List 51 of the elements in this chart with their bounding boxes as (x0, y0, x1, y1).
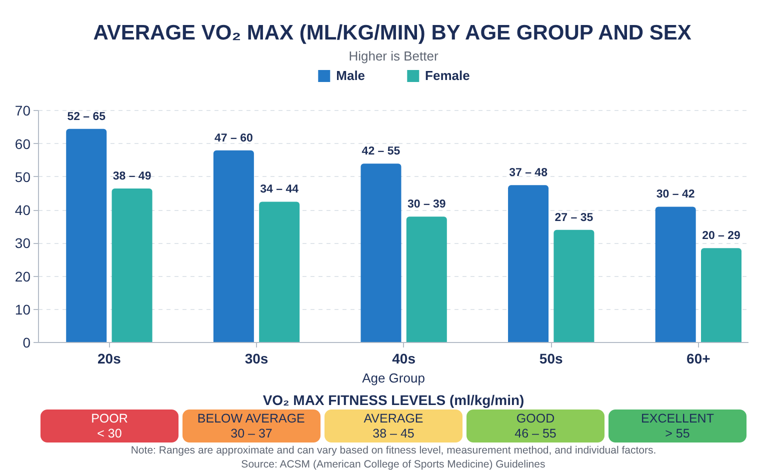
chart-title: AVERAGE VO₂ MAX (ML/KG/MIN) BY AGE GROUP AND SEX (93, 22, 692, 44)
bar (66, 128, 107, 342)
bar (213, 150, 254, 342)
bar (655, 206, 696, 342)
annotation: 27 – 35 (554, 212, 594, 224)
y-tick-label: 40 (14, 202, 31, 218)
x-tick-label: 20s (98, 350, 122, 366)
y-tick-label: 50 (14, 168, 31, 185)
x-axis-title: Age Group (362, 370, 425, 386)
bar (406, 216, 447, 342)
category-label: POOR (91, 412, 128, 426)
annotation: 37 – 48 (509, 167, 548, 180)
y-tick-label: 0 (22, 334, 31, 350)
y-tick-label: 30 (14, 235, 31, 252)
bar (700, 248, 742, 342)
text: Note: Ranges are approximate and can vary based on fitness level, measurement method, and individual factors. (130, 444, 656, 456)
annotation: 52 – 65 (67, 110, 106, 123)
annotation: 30 – 39 (407, 198, 446, 211)
bar (360, 164, 402, 342)
bar (508, 185, 549, 342)
annotation: 47 – 60 (214, 132, 253, 144)
category-label: AVERAGE (364, 412, 424, 426)
annotation: 34 – 44 (260, 184, 300, 196)
text: 46 – 55 (514, 426, 556, 440)
annotation: 38 – 49 (112, 170, 152, 182)
annotation: 42 – 55 (362, 146, 401, 158)
x-tick-label: 50s (539, 350, 564, 366)
legend-label: Male (336, 68, 366, 83)
text: 30 – 37 (230, 426, 272, 440)
chart-subtitle: Higher is Better (348, 48, 439, 64)
text: < 30 (97, 426, 122, 440)
category-label: BELOW AVERAGE (197, 412, 305, 426)
annotation: 30 – 42 (656, 188, 695, 201)
category-label: GOOD (516, 412, 555, 426)
text: > 55 (665, 426, 690, 440)
legend-label: Female (425, 68, 470, 83)
text: VO₂ MAX FITNESS LEVELS (ml/kg/min) (262, 392, 524, 408)
annotation: 20 – 29 (702, 230, 740, 242)
y-tick-label: 20 (14, 268, 31, 284)
x-tick-label: 60+ (686, 350, 710, 366)
source-note: Source: ACSM (American College of Sports Medicine) Guidelines (241, 458, 546, 470)
y-tick-label: 60 (14, 136, 31, 152)
y-tick-label: 70 (14, 102, 31, 119)
text: 38 – 45 (372, 426, 414, 440)
bar (112, 188, 152, 342)
category-label: EXCELLENT (641, 412, 714, 426)
y-tick-label: 10 (14, 301, 31, 318)
x-tick-label: 40s (392, 350, 416, 366)
bar (259, 202, 300, 342)
bar (554, 230, 594, 342)
x-tick-label: 30s (244, 350, 268, 366)
